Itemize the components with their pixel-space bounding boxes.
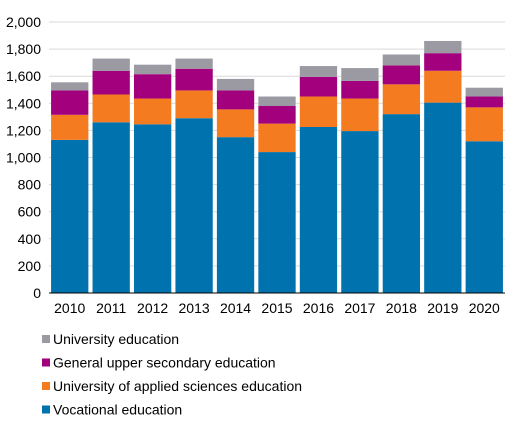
bar-segment [299,127,338,293]
bar-segment [133,74,172,99]
bar-segment [216,78,255,91]
bar-segment [341,131,379,293]
bar-segment [424,102,462,293]
x-tick-label: 2020 [469,300,500,316]
bar-segment [299,76,338,97]
bar-segment [175,68,213,91]
bar-segment [258,106,296,124]
y-tick-label: 400 [18,231,42,247]
legend: University education General upper second… [42,331,302,418]
bar-segment [133,64,172,75]
bar-segment [465,87,503,97]
bar-segment [133,124,172,294]
bar-segment [216,137,255,293]
bar-segment [382,114,421,293]
bar-segment [92,58,130,71]
bar-segment [175,58,213,69]
bar-segment [382,84,421,115]
legend-label: University of applied sciences education [53,378,302,394]
legend-swatch [42,358,50,367]
legend-swatch [42,405,50,414]
legend-label: Vocational education [53,402,182,418]
bar-segment [382,54,421,66]
bar-segment [51,82,89,91]
x-tick-label: 2010 [54,300,85,316]
bar-segment [465,107,503,142]
legend-label: General upper secondary education [53,355,276,371]
x-tick-label: 2011 [96,300,126,316]
y-tick-label: 1,800 [6,41,41,57]
bar-segment [175,90,213,119]
bar-segment [341,68,379,81]
y-tick-label: 0 [33,285,41,301]
bar-segment [341,98,379,132]
y-tick-label: 600 [18,204,42,220]
bars [51,40,503,294]
bar-segment [299,66,338,77]
bar-segment [424,40,462,54]
x-tick-label: 2019 [427,300,458,316]
x-tick-label: 2016 [303,300,334,316]
legend-swatch [42,335,50,343]
bar-segment [51,114,89,140]
bar-segment [465,96,503,108]
x-tick-label: 2014 [220,300,251,316]
bar-segment [465,141,503,293]
legend-swatch [42,382,50,390]
bar-segment [51,139,89,293]
y-tick-label: 2,000 [6,14,41,30]
bar-segment [258,152,296,293]
bar-segment [175,118,213,293]
y-tick-label: 1,400 [6,95,41,111]
bar-segment [424,70,462,103]
y-tick-label: 800 [18,177,42,193]
bar-segment [341,80,379,99]
x-tick-label: 2018 [386,300,417,316]
bar-segment [133,98,172,125]
axes: 0 200 400 600 800 1,000 1,200 1,400 1,600 1,800 2,… [6,14,505,316]
x-tick-label: 2013 [179,300,210,316]
bar-segment [92,94,130,123]
bar-segment [258,123,296,153]
legend-label: University education [53,331,179,347]
bar-segment [382,65,421,85]
x-tick-label: 2017 [344,300,375,316]
bar-segment [92,122,130,294]
bar-segment [216,90,255,110]
bar-segment [258,96,296,107]
bar-segment [92,70,130,95]
y-tick-label: 1,200 [6,122,41,138]
bar-segment [216,109,255,138]
y-tick-label: 1,600 [6,68,41,84]
y-tick-label: 200 [18,258,42,274]
bar-segment [51,90,89,115]
bar-segment [424,53,462,71]
x-tick-label: 2015 [261,300,292,316]
y-tick-label: 1,000 [6,150,41,166]
bar-segment [299,96,338,128]
x-tick-label: 2012 [137,300,168,316]
